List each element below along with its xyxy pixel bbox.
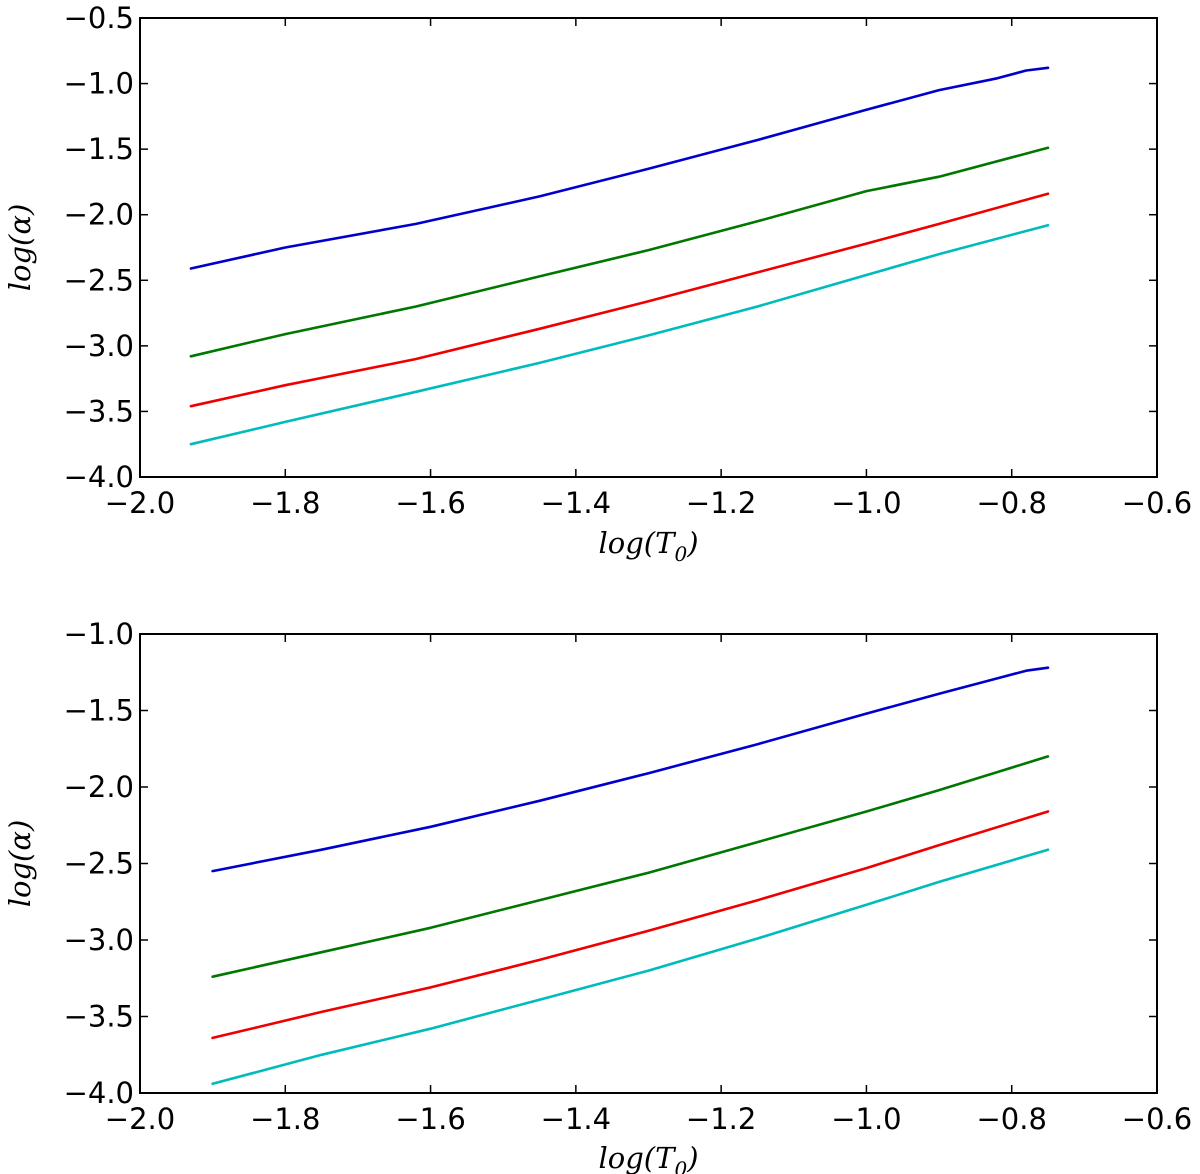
x-tick-label: −1.6 [395, 1102, 465, 1136]
y-axis-label: log(α) [3, 204, 37, 292]
y-tick-label: −2.0 [64, 198, 134, 232]
x-tick-label: −1.0 [831, 1102, 901, 1136]
y-tick-label: −1.5 [64, 132, 134, 166]
series-line-2 [189, 146, 1050, 358]
y-axis-label: log(α) [3, 820, 37, 908]
x-tick-label: −1.2 [686, 486, 756, 520]
x-tick-label: −2.0 [105, 486, 175, 520]
x-axis-label: log(T0) [598, 526, 698, 566]
series-line-1 [189, 66, 1050, 270]
series-line-4 [211, 848, 1050, 1086]
x-tick-label: −1.8 [250, 486, 320, 520]
plot-frame [139, 17, 1158, 478]
y-tick-label: −3.5 [64, 394, 134, 428]
y-tick-label: −2.5 [64, 847, 134, 881]
series-line-4 [189, 223, 1050, 446]
x-tick-label: −0.6 [1122, 486, 1192, 520]
series-line-2 [211, 755, 1050, 979]
bottom-panel: −2.0 −1.8 −1.6 −1.4 −1.2 −1.0 −0.8 −0.6 −4.0 −3.5… [3, 617, 1192, 1174]
y-tick-label: −3.5 [64, 1000, 134, 1034]
y-tick-label: −2.5 [64, 263, 134, 297]
x-tick-label: −1.4 [541, 486, 611, 520]
y-tick-label: −4.0 [64, 460, 134, 494]
x-axis-label: log(T0) [598, 1141, 698, 1174]
top-panel: −2.0 −1.8 −1.6 −1.4 −1.2 −1.0 −0.8 −0.6 −4.0 −3.5… [3, 1, 1192, 566]
y-tick-label: −1.5 [64, 694, 134, 728]
x-tick-label: −2.0 [105, 1102, 175, 1136]
y-tick-label: −1.0 [64, 617, 134, 651]
y-tick-label: −0.5 [64, 1, 134, 35]
x-tick-label: −1.4 [541, 1102, 611, 1136]
y-tick-label: −3.0 [64, 923, 134, 957]
x-tick-label: −1.0 [831, 486, 901, 520]
y-tick-label: −4.0 [64, 1076, 134, 1110]
series-line-1 [211, 666, 1050, 873]
x-tick-label: −0.6 [1122, 1102, 1192, 1136]
series-line-3 [189, 192, 1050, 408]
x-tick-label: −0.8 [977, 486, 1047, 520]
x-tick-label: −1.8 [250, 1102, 320, 1136]
y-tick-label: −2.0 [64, 770, 134, 804]
x-tick-label: −1.2 [686, 1102, 756, 1136]
x-tick-label: −0.8 [977, 1102, 1047, 1136]
x-tick-label: −1.6 [395, 486, 465, 520]
y-tick-label: −1.0 [64, 67, 134, 101]
series-line-3 [211, 810, 1050, 1040]
y-tick-label: −3.0 [64, 329, 134, 363]
